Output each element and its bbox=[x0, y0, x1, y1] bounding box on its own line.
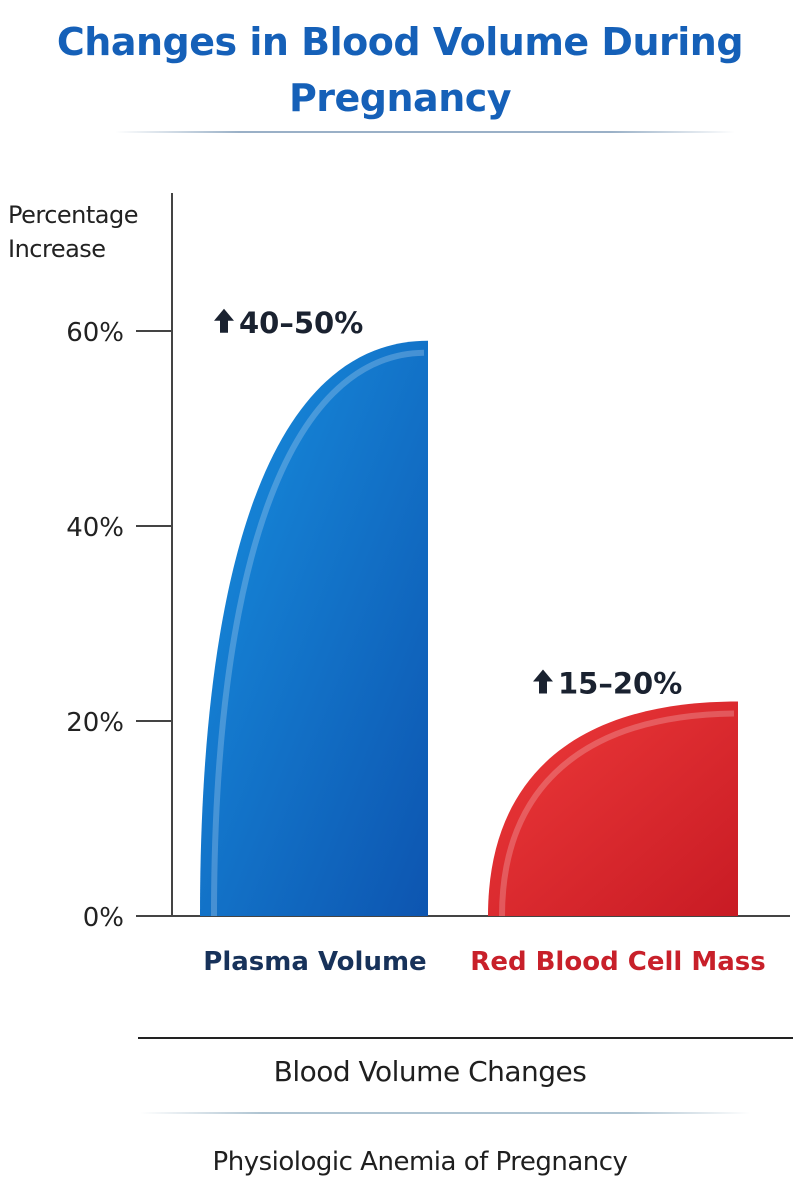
category-label: Red Blood Cell Mass bbox=[470, 947, 765, 977]
y-tick-label: 60% bbox=[66, 318, 124, 348]
category-label: Plasma Volume bbox=[203, 947, 426, 977]
bar-data-label: 15–20% bbox=[558, 667, 682, 701]
chart-labels: 40–50% Plasma Volume 15–20% Red Blood Cell … bbox=[203, 306, 765, 977]
bar-highlight bbox=[211, 349, 425, 917]
up-arrow-icon bbox=[533, 669, 553, 694]
y-tick-label: 20% bbox=[66, 708, 124, 738]
y-axis-label: Percentage Increase bbox=[8, 201, 139, 263]
up-arrow-icon bbox=[214, 308, 234, 333]
y-tick-label: 40% bbox=[66, 513, 124, 543]
chart-title: Changes in Blood Volume During Pregnancy bbox=[56, 20, 744, 120]
bar-red-blood-cell-mass bbox=[488, 701, 738, 916]
y-tick-label: 0% bbox=[83, 903, 124, 933]
y-axis-ticks: 0% 20% 40% 60% bbox=[66, 318, 172, 933]
bar-highlight bbox=[499, 710, 735, 917]
footnote: Physiologic Anemia of Pregnancy bbox=[212, 1147, 628, 1177]
chart-bars bbox=[200, 340, 738, 917]
footer-divider bbox=[140, 1112, 750, 1114]
x-axis-label: Blood Volume Changes bbox=[273, 1055, 587, 1088]
x-label-divider bbox=[138, 1037, 793, 1039]
bar-chart: 0% 20% 40% 60% 40–50% Plasma Volume 15–20% Red… bbox=[66, 193, 790, 977]
title-divider bbox=[115, 131, 735, 133]
bar-data-label: 40–50% bbox=[239, 306, 363, 340]
bar-plasma-volume bbox=[200, 340, 428, 916]
